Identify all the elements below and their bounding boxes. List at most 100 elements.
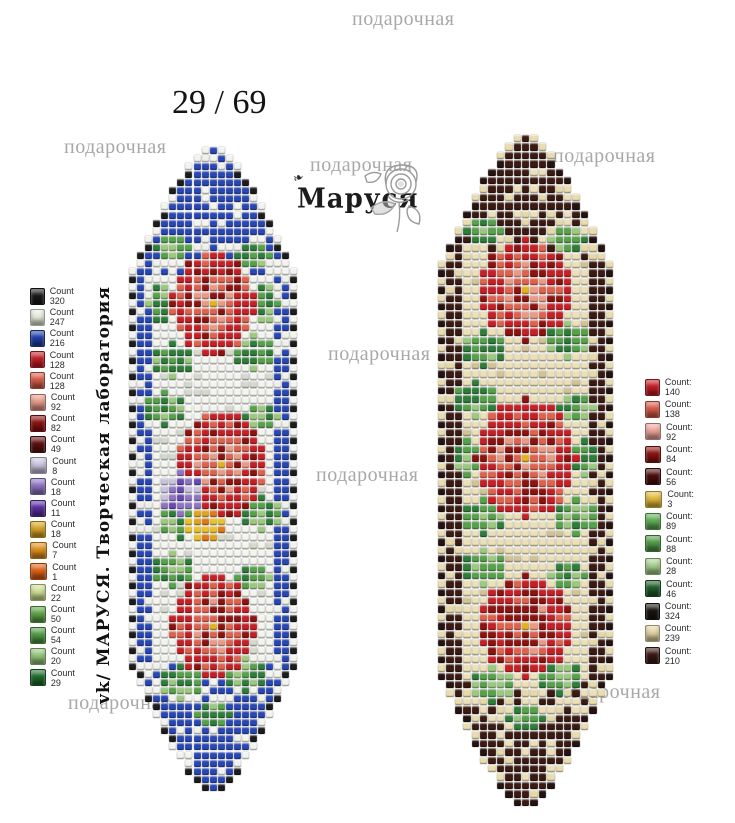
bead — [505, 395, 513, 403]
bead — [530, 739, 538, 748]
bead — [233, 284, 241, 292]
bead — [446, 664, 454, 672]
bead — [233, 308, 241, 316]
bead — [233, 735, 241, 743]
bead — [225, 517, 233, 525]
bead — [153, 227, 161, 235]
bead — [572, 437, 580, 445]
bead — [522, 370, 530, 378]
bead — [209, 679, 217, 687]
bead — [572, 319, 580, 328]
bead — [513, 429, 521, 437]
bead — [564, 210, 572, 218]
bead — [145, 654, 153, 662]
bead — [530, 672, 538, 680]
bead — [513, 193, 521, 202]
bead — [572, 546, 580, 554]
bead — [129, 437, 137, 445]
bead — [193, 574, 201, 582]
bead — [572, 681, 580, 689]
bead — [463, 655, 471, 664]
bead — [471, 504, 479, 512]
bead — [201, 735, 209, 743]
bead — [282, 550, 290, 558]
bead — [480, 336, 488, 344]
bead — [480, 353, 488, 361]
bead — [241, 469, 249, 477]
bead — [564, 471, 572, 479]
bead — [454, 429, 463, 437]
bead — [185, 308, 193, 316]
bead — [505, 546, 513, 554]
bead — [225, 541, 233, 549]
bead — [580, 252, 589, 260]
bead — [217, 703, 225, 711]
bead — [209, 461, 217, 469]
bead — [217, 727, 225, 735]
bead — [145, 429, 153, 437]
bead — [547, 605, 555, 613]
bead — [249, 735, 257, 743]
bead — [201, 211, 209, 219]
bead — [589, 504, 597, 512]
bead — [496, 202, 505, 210]
bead — [530, 580, 538, 588]
bead — [471, 361, 479, 370]
bead — [169, 558, 177, 566]
bead — [606, 336, 614, 344]
bead — [225, 340, 233, 348]
bead — [505, 471, 513, 479]
bead — [217, 469, 225, 477]
bead — [597, 462, 605, 470]
bead — [505, 336, 513, 344]
bead — [513, 479, 521, 487]
bead — [258, 332, 266, 340]
bead — [564, 185, 572, 193]
bead — [266, 574, 274, 582]
bead — [463, 706, 471, 714]
bead — [201, 469, 209, 477]
bead — [258, 533, 266, 541]
bead — [129, 501, 137, 509]
bead — [454, 681, 463, 689]
bead — [522, 555, 530, 563]
bead — [193, 364, 201, 372]
bead — [454, 597, 463, 605]
bead — [564, 261, 572, 269]
bead — [555, 672, 563, 680]
bead — [153, 421, 161, 429]
bead — [564, 429, 572, 437]
bead — [564, 286, 572, 294]
bead — [547, 437, 555, 445]
bead — [185, 388, 193, 396]
bead — [145, 598, 153, 606]
bead — [169, 590, 177, 598]
bead — [153, 429, 161, 437]
bead — [471, 219, 479, 227]
bead — [177, 380, 185, 388]
bead — [505, 513, 513, 521]
bead — [589, 479, 597, 487]
bead — [266, 429, 274, 437]
bead — [201, 582, 209, 590]
bead — [513, 227, 521, 235]
bead — [454, 471, 463, 479]
bead — [454, 571, 463, 580]
bead — [505, 555, 513, 563]
bead — [258, 251, 266, 259]
bead — [225, 348, 233, 356]
bead — [496, 286, 505, 294]
bead — [496, 605, 505, 613]
bead — [597, 672, 605, 680]
bead — [597, 328, 605, 336]
bead — [249, 638, 257, 646]
bead — [513, 664, 521, 672]
bead — [249, 276, 257, 284]
bead — [538, 269, 547, 277]
bead — [233, 163, 241, 171]
bead — [217, 171, 225, 179]
bead — [488, 723, 496, 731]
bead-swatch — [30, 478, 46, 496]
bead — [454, 546, 463, 554]
bead — [177, 533, 185, 541]
